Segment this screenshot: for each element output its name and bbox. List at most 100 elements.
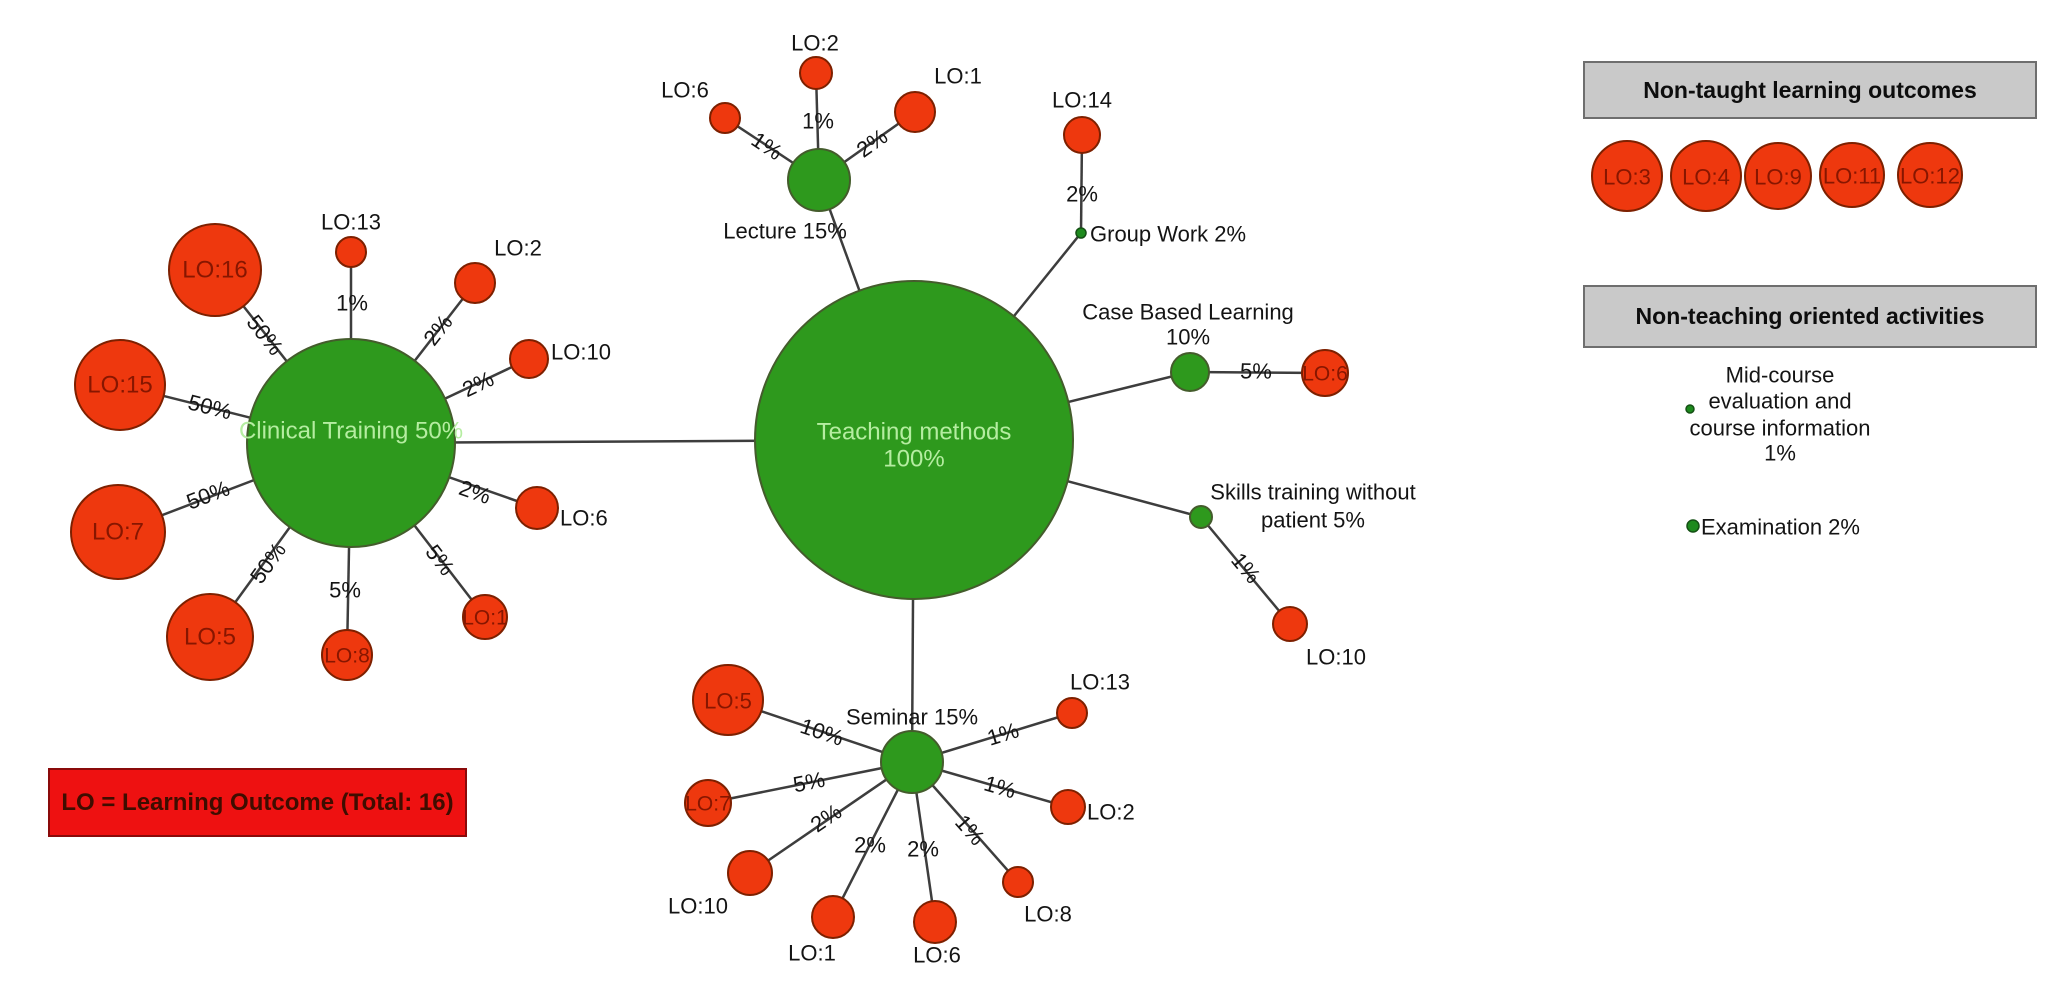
label-group-work-title: Group Work 2%: [1090, 222, 1246, 247]
label-nontaught-lo12-text: LO:12: [1900, 164, 1960, 189]
node-clinical-lo13: [335, 236, 367, 268]
label-teaching-methods-title: Teaching methods: [817, 419, 1012, 446]
label-cbl-pct: 10%: [1166, 325, 1210, 350]
node-case-based-learning: [1170, 352, 1210, 392]
node-lecture: [787, 148, 851, 212]
node-clinical-training: [246, 338, 456, 548]
node-seminar-lo6: [913, 900, 957, 944]
node-lecture-lo6: [709, 102, 741, 134]
non-teaching-title: Non-teaching oriented activities: [1635, 303, 1985, 329]
label-nontaught-lo4-text: LO:4: [1682, 165, 1730, 190]
label-examination-label: Examination 2%: [1701, 515, 1860, 540]
edge-label: 1%: [981, 771, 1018, 804]
label-lo14-label: LO:14: [1052, 88, 1112, 113]
edge-label: 50%: [186, 390, 235, 425]
label-seminar-lo1-label: LO:1: [788, 941, 836, 966]
node-groupwork-lo14: [1063, 116, 1101, 154]
node-seminar-lo10: [727, 850, 773, 896]
node-seminar-lo1: [811, 895, 855, 939]
label-seminar-lo10-label: LO:10: [668, 894, 728, 919]
edge-label: 2%: [852, 124, 892, 163]
node-clinical-lo16: [168, 223, 262, 317]
node-group-work: [1075, 227, 1087, 239]
edge-label: 1%: [984, 717, 1022, 750]
label-clinical-lo13-label: LO:13: [321, 210, 381, 235]
node-lecture-lo1: [894, 91, 936, 133]
node-clinical-lo8: [321, 629, 373, 681]
label-nontaught-lo9-text: LO:9: [1754, 165, 1802, 190]
label-clinical-lo1-text: LO:1: [462, 607, 508, 630]
node-seminar: [880, 730, 944, 794]
label-skills-title-line1: Skills training without: [1210, 480, 1415, 505]
node-seminar-lo2: [1050, 789, 1086, 825]
label-midcourse-pct: 1%: [1764, 441, 1796, 466]
edge-label: 2%: [458, 366, 497, 402]
label-clinical-lo8-text: LO:8: [324, 645, 370, 668]
edge-label: 5%: [329, 578, 361, 603]
label-clinical-lo7-text: LO:7: [92, 519, 144, 546]
edge-label: 2%: [854, 833, 886, 858]
edge-label: 5%: [420, 540, 459, 580]
node-evaluation-dot: [1685, 404, 1695, 414]
label-seminar-title: Seminar 15%: [846, 705, 978, 730]
label-cbl-lo6-text: LO:6: [1302, 363, 1348, 386]
node-nontaught-lo11: [1819, 142, 1885, 208]
node-teaching-methods: [754, 280, 1074, 600]
node-seminar-lo13: [1056, 697, 1088, 729]
legend-box: LO = Learning Outcome (Total: 16): [48, 768, 467, 837]
edge-label: 50%: [183, 475, 233, 514]
non-teaching-header: Non-teaching oriented activities: [1583, 285, 2037, 348]
label-midcourse-line3: course information: [1690, 416, 1871, 441]
node-nontaught-lo4: [1670, 140, 1742, 212]
node-skills-training: [1189, 505, 1213, 529]
edge-line: [1200, 516, 1291, 625]
label-nontaught-lo11-text: LO:11: [1823, 164, 1881, 189]
label-skills-lo10-label: LO:10: [1306, 645, 1366, 670]
edge-line: [707, 760, 913, 805]
label-nontaught-lo3-text: LO:3: [1603, 165, 1651, 190]
node-seminar-lo5: [692, 664, 764, 736]
label-seminar-lo2-label: LO:2: [1087, 800, 1135, 825]
edge-label: 5%: [791, 767, 827, 798]
edge-label: 10%: [797, 713, 847, 751]
label-clinical-lo2-label: LO:2: [494, 236, 542, 261]
non-taught-title: Non-taught learning outcomes: [1643, 76, 1977, 103]
edge-line: [749, 760, 913, 875]
node-clinical-lo6: [515, 486, 559, 530]
label-lecture-title: Lecture 15%: [723, 219, 847, 244]
edge-label: 2%: [1066, 182, 1098, 207]
edge-label: 5%: [1240, 358, 1272, 383]
label-midcourse-line1: Mid-course: [1726, 363, 1835, 388]
node-seminar-lo8: [1002, 866, 1034, 898]
label-clinical-training-title: Clinical Training 50%: [239, 418, 463, 445]
label-cbl-title: Case Based Learning: [1082, 300, 1294, 325]
edge-label: 1%: [336, 291, 368, 316]
label-clinical-lo5-text: LO:5: [184, 624, 236, 651]
label-seminar-lo6-label: LO:6: [913, 943, 961, 968]
label-lecture-lo6-label: LO:6: [661, 78, 709, 103]
edge-label: 1%: [802, 109, 834, 134]
label-seminar-lo8-label: LO:8: [1024, 902, 1072, 927]
label-clinical-lo10-label: LO:10: [551, 340, 611, 365]
node-clinical-lo15: [74, 339, 166, 431]
edge-label: 2%: [907, 837, 939, 862]
legend-text: LO = Learning Outcome (Total: 16): [61, 788, 454, 816]
node-clinical-lo1: [462, 594, 508, 640]
non-taught-header: Non-taught learning outcomes: [1583, 61, 2037, 119]
node-seminar-lo7: [684, 779, 732, 827]
node-clinical-lo5: [166, 593, 254, 681]
node-cbl-lo6: [1301, 349, 1349, 397]
label-lecture-lo1-label: LO:1: [934, 64, 982, 89]
node-clinical-lo2: [454, 262, 496, 304]
label-lecture-lo2-label: LO:2: [791, 31, 839, 56]
node-skills-lo10: [1272, 606, 1308, 642]
label-clinical-lo16-text: LO:16: [182, 257, 247, 284]
edge-label: 2%: [418, 310, 457, 350]
node-clinical-lo7: [70, 484, 166, 580]
edge-label: 1%: [747, 127, 787, 165]
label-skills-title-line2: patient 5%: [1261, 508, 1365, 533]
label-seminar-lo13-label: LO:13: [1070, 670, 1130, 695]
label-clinical-lo6-label: LO:6: [560, 506, 608, 531]
node-lecture-lo2: [799, 56, 833, 90]
